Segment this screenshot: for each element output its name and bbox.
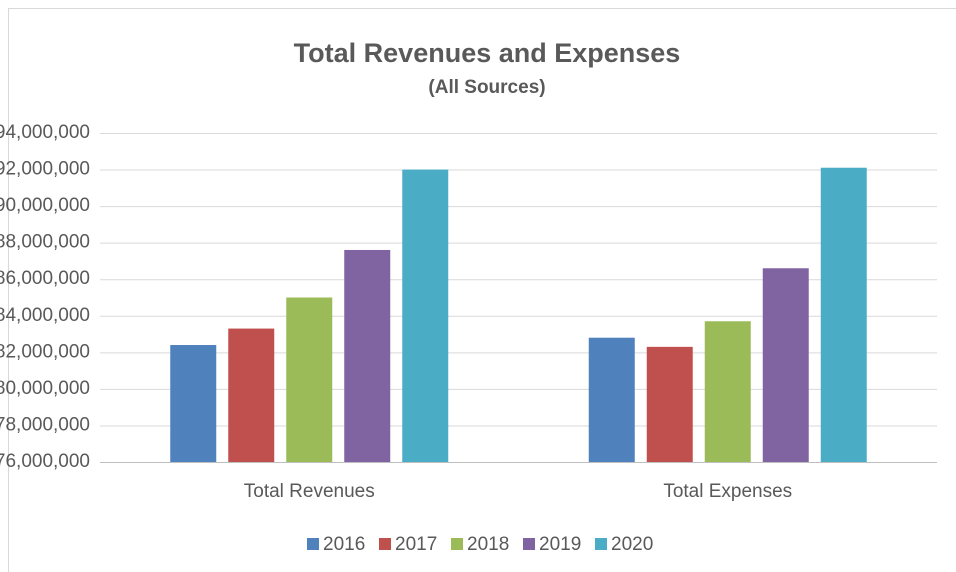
bar (762, 268, 809, 462)
legend-label: 2020 (611, 534, 653, 555)
x-tick-label: Total Revenues (244, 481, 375, 502)
bar (402, 169, 449, 463)
bar (704, 321, 751, 462)
y-tick-label: 82,000,000 (0, 341, 90, 362)
y-tick-label: 76,000,000 (0, 451, 90, 472)
bar (286, 297, 333, 462)
bar (646, 346, 693, 462)
chart-title: Total Revenues and Expenses (294, 38, 681, 68)
legend-swatch (307, 538, 319, 550)
chart-subtitle: (All Sources) (428, 77, 545, 98)
y-tick-label: 88,000,000 (0, 232, 90, 253)
y-tick-label: 86,000,000 (0, 268, 90, 289)
legend-swatch (523, 538, 535, 550)
y-tick-label: 94,000,000 (0, 122, 90, 143)
legend-label: 2016 (323, 534, 365, 555)
x-tick-label: Total Expenses (663, 481, 792, 502)
y-tick-label: 92,000,000 (0, 159, 90, 180)
bar (344, 249, 391, 462)
bar (170, 345, 217, 462)
y-tick-label: 80,000,000 (0, 378, 90, 399)
legend-label: 2018 (467, 534, 509, 555)
legend-swatch (379, 538, 391, 550)
legend-label: 2017 (395, 534, 437, 555)
y-tick-label: 78,000,000 (0, 414, 90, 435)
y-tick-label: 90,000,000 (0, 195, 90, 216)
legend-label: 2019 (539, 534, 581, 555)
legend-swatch (595, 538, 607, 550)
bar (588, 337, 635, 462)
bar (820, 167, 867, 462)
bar (228, 328, 275, 462)
y-tick-label: 84,000,000 (0, 305, 90, 326)
legend-swatch (451, 538, 463, 550)
